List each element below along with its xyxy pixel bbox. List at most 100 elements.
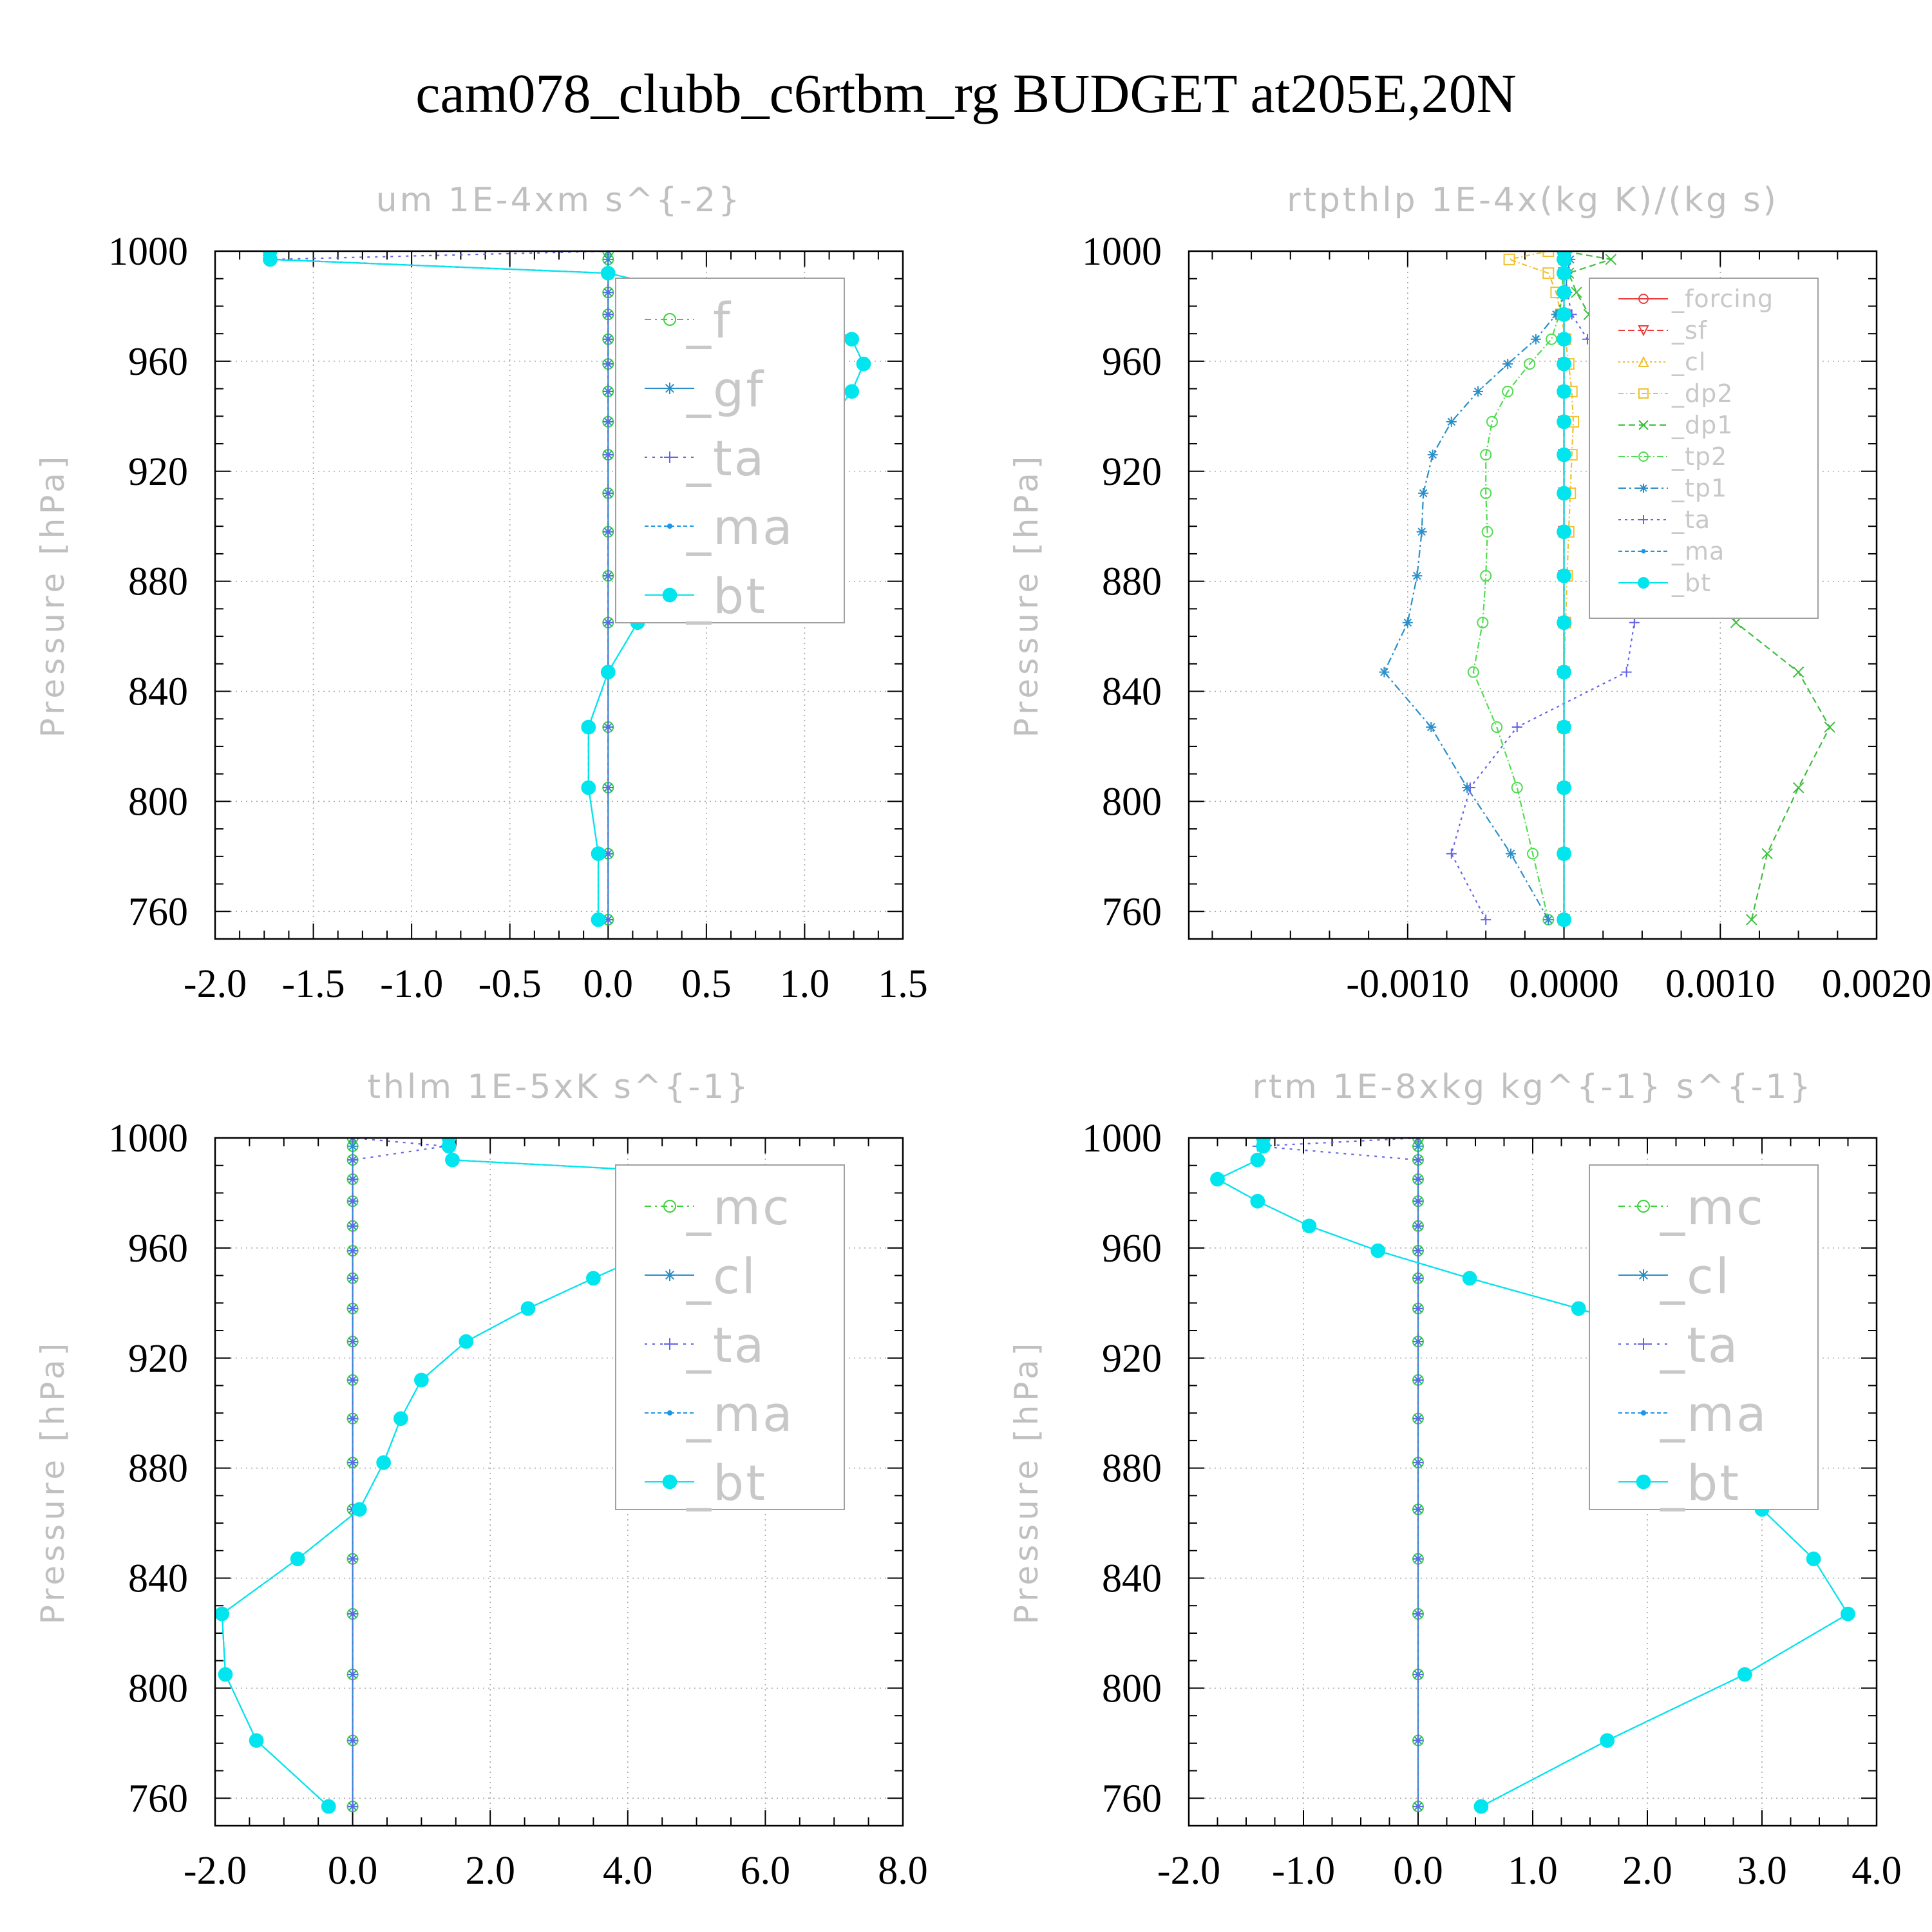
data-point-tp2 [1467, 666, 1479, 678]
y-tick-label: 880 [128, 560, 188, 604]
x-tick-label: 0.0 [1393, 1849, 1443, 1893]
data-point-bt [1557, 912, 1571, 927]
data-point-ta [1481, 914, 1492, 925]
legend-label: _ta [1660, 1316, 1739, 1374]
data-point-tp1 [1543, 914, 1554, 925]
y-tick-label: 1000 [1082, 230, 1162, 274]
legend-marker [667, 1410, 673, 1416]
data-point-tp1 [1427, 450, 1438, 460]
data-point-ta [1413, 1336, 1423, 1347]
x-tick-label: -1.5 [281, 962, 345, 1006]
y-tick-label: 800 [128, 1667, 188, 1710]
data-point-bt [581, 719, 596, 735]
legend-item-ma: _ma [645, 1385, 793, 1443]
x-tick-label: 0.5 [681, 962, 732, 1006]
data-point-ta [1413, 1413, 1423, 1424]
data-point-tp2 [1491, 721, 1503, 734]
series-line-tp2 [1472, 251, 1565, 920]
legend-label: _dp2 [1671, 379, 1733, 408]
y-tick-label: 1000 [108, 230, 188, 274]
legend-item-bt: _bt [1618, 1454, 1739, 1511]
legend-marker [664, 1338, 676, 1350]
data-point-dp1 [1824, 721, 1835, 733]
data-point-bt [1557, 846, 1571, 861]
legend-item-ta: _ta [645, 430, 766, 487]
legend: _mc _cl _ta _ma _bt [615, 1164, 845, 1511]
chart-panel-4: rtm 1E-8xkg kg^{-1} s^{-1} Pressure [hPa]… [1008, 1068, 1902, 1893]
legend-item-bt: _bt [1618, 569, 1711, 597]
data-point-bt [1462, 1271, 1477, 1286]
legend-item-ta: _ta [1618, 1316, 1739, 1374]
legend-label: _ta [686, 1316, 766, 1374]
y-tick-label: 840 [1102, 670, 1162, 714]
data-point-tp1 [1416, 526, 1427, 537]
data-point-tp1 [1473, 386, 1484, 397]
data-point-bt [600, 265, 616, 281]
data-point-bt [215, 1606, 230, 1622]
legend-label: _dp1 [1671, 411, 1733, 439]
data-point-bt [1571, 1301, 1586, 1316]
series-line-tp1 [1383, 251, 1571, 920]
y-tick-label: 960 [1102, 1227, 1162, 1271]
x-tick-label: 2.0 [465, 1849, 515, 1893]
data-point-tp1 [1446, 416, 1457, 427]
legend-label: _mc [1660, 1179, 1765, 1236]
legend-label: _f [686, 292, 732, 349]
data-point-ta [347, 1553, 358, 1564]
data-point-bt [376, 1455, 392, 1470]
legend-label: _tp2 [1671, 442, 1727, 471]
x-tick-label: 1.0 [1508, 1849, 1558, 1893]
y-tick-label: 760 [128, 1777, 188, 1821]
y-tick-label: 920 [128, 450, 188, 494]
y-tick-label: 920 [1102, 1337, 1162, 1381]
legend-item-ma: _ma [645, 498, 793, 556]
data-point-bt [1557, 307, 1571, 322]
data-point-bt [1600, 1733, 1615, 1748]
plot-frame [214, 1137, 904, 1827]
legend-marker [1641, 549, 1646, 554]
data-point-ta [603, 488, 614, 498]
data-point-tp2 [1480, 570, 1492, 582]
data-point-bt [1557, 384, 1571, 399]
data-point-bt [218, 1667, 233, 1682]
data-point-ta [1413, 1504, 1423, 1515]
data-point-bt [1557, 251, 1571, 259]
data-point-bt [1557, 568, 1571, 583]
data-point-bt [1557, 447, 1571, 462]
data-point-bt [1557, 285, 1571, 300]
x-tick-label: -2.0 [184, 962, 247, 1006]
data-point-bt [1250, 1193, 1265, 1209]
legend: _mc _cl _ta _ma _bt [1589, 1164, 1819, 1511]
x-tick-label: 4.0 [1852, 1849, 1902, 1893]
data-point-bt [263, 251, 278, 259]
data-point-bt [1250, 1152, 1265, 1168]
series-line-ta [1257, 1138, 1419, 1807]
y-tick-label: 920 [128, 1337, 188, 1381]
legend-item-ta: _ta [645, 1316, 766, 1374]
legend-label: _ta [686, 430, 766, 487]
legend-label: _bt [1671, 569, 1711, 597]
data-point-tp1 [1402, 617, 1413, 628]
legend-item-f: _f [645, 292, 732, 349]
legend-marker [1639, 515, 1648, 524]
data-point-bt [321, 1799, 336, 1814]
data-point-dp1 [1730, 617, 1742, 629]
series-line-ta [274, 251, 609, 920]
data-point-ta [347, 1609, 358, 1620]
x-tick-label: -1.0 [1272, 1849, 1335, 1893]
legend-label: _gf [686, 361, 765, 418]
data-point-dp1 [1605, 254, 1617, 265]
data-point-ta [1413, 1196, 1423, 1207]
data-point-ta [1413, 1273, 1423, 1283]
x-tick-label: -1.0 [380, 962, 443, 1006]
data-point-tp2 [1527, 848, 1539, 860]
data-point-ta [603, 309, 614, 320]
data-point-ta [347, 1273, 358, 1283]
data-point-tp1 [1502, 359, 1513, 370]
x-tick-label: 1.5 [878, 962, 928, 1006]
data-point-ta [1511, 722, 1522, 733]
legend-item-bt: _bt [645, 567, 765, 625]
y-tick-label: 880 [128, 1447, 188, 1491]
data-point-ta [1413, 1801, 1423, 1812]
legend-marker [1636, 1474, 1651, 1490]
